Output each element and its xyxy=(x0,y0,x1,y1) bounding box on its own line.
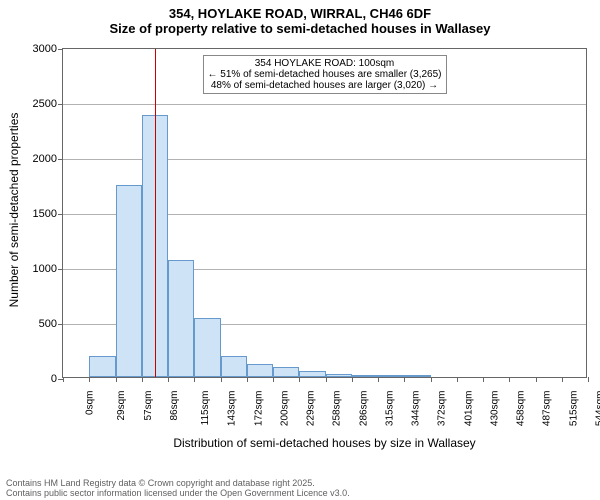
xtick-mark xyxy=(142,377,143,382)
histogram-bar xyxy=(194,318,220,377)
xtick-mark xyxy=(273,377,274,382)
xtick-label: 515sqm xyxy=(568,383,579,427)
histogram-bar xyxy=(168,260,194,377)
histogram-bar xyxy=(116,185,142,378)
ytick-label: 0 xyxy=(51,373,63,385)
annotation-line1: 354 HOYLAKE ROAD: 100sqm xyxy=(207,58,441,69)
xtick-mark xyxy=(194,377,195,382)
xtick-label: 258sqm xyxy=(332,383,343,427)
x-axis-label: Distribution of semi-detached houses by … xyxy=(62,436,587,450)
histogram-bar xyxy=(352,375,378,377)
xtick-label: 86sqm xyxy=(169,383,180,421)
histogram-bar xyxy=(273,367,299,377)
xtick-label: 286sqm xyxy=(358,383,369,427)
xtick-mark xyxy=(63,377,64,382)
xtick-mark xyxy=(116,377,117,382)
histogram-bar xyxy=(326,374,352,377)
xtick-label: 372sqm xyxy=(437,383,448,427)
histogram-bar xyxy=(404,375,430,377)
chart-title-main: 354, HOYLAKE ROAD, WIRRAL, CH46 6DF xyxy=(0,0,600,21)
xtick-mark xyxy=(168,377,169,382)
xtick-label: 430sqm xyxy=(489,383,500,427)
ytick-label: 500 xyxy=(39,318,63,330)
marker-line xyxy=(155,49,156,377)
xtick-mark xyxy=(326,377,327,382)
xtick-mark xyxy=(221,377,222,382)
footer-attribution: Contains HM Land Registry data © Crown c… xyxy=(6,478,350,498)
ytick-label: 1500 xyxy=(33,208,63,220)
annotation-line3: 48% of semi-detached houses are larger (… xyxy=(207,80,441,91)
xtick-label: 401sqm xyxy=(463,383,474,427)
ytick-label: 2500 xyxy=(33,98,63,110)
xtick-label: 200sqm xyxy=(279,383,290,427)
xtick-mark xyxy=(536,377,537,382)
xtick-mark xyxy=(352,377,353,382)
xtick-mark xyxy=(404,377,405,382)
xtick-label: 544sqm xyxy=(594,383,600,427)
annotation-line2: ← 51% of semi-detached houses are smalle… xyxy=(207,69,441,80)
histogram-bar xyxy=(247,364,273,377)
xtick-label: 57sqm xyxy=(143,383,154,421)
xtick-mark xyxy=(247,377,248,382)
histogram-bar xyxy=(378,375,404,377)
xtick-label: 458sqm xyxy=(516,383,527,427)
xtick-label: 0sqm xyxy=(84,383,95,415)
xtick-label: 315sqm xyxy=(384,383,395,427)
xtick-label: 115sqm xyxy=(200,383,211,426)
y-axis-label: Number of semi-detached properties xyxy=(7,90,21,330)
xtick-mark xyxy=(378,377,379,382)
ytick-label: 1000 xyxy=(33,263,63,275)
footer-line2: Contains public sector information licen… xyxy=(6,488,350,498)
ytick-label: 3000 xyxy=(33,43,63,55)
annotation-box: 354 HOYLAKE ROAD: 100sqm ← 51% of semi-d… xyxy=(202,55,446,94)
xtick-mark xyxy=(562,377,563,382)
ytick-label: 2000 xyxy=(33,153,63,165)
xtick-mark xyxy=(509,377,510,382)
xtick-mark xyxy=(588,377,589,382)
xtick-label: 487sqm xyxy=(542,383,553,427)
chart-container: 354, HOYLAKE ROAD, WIRRAL, CH46 6DF Size… xyxy=(0,0,600,500)
chart-title-sub: Size of property relative to semi-detach… xyxy=(0,21,600,36)
xtick-label: 344sqm xyxy=(411,383,422,427)
xtick-label: 29sqm xyxy=(116,383,127,421)
histogram-bar xyxy=(299,371,325,377)
plot-area: 0500100015002000250030000sqm29sqm57sqm86… xyxy=(62,48,587,378)
xtick-mark xyxy=(299,377,300,382)
footer-line1: Contains HM Land Registry data © Crown c… xyxy=(6,478,350,488)
xtick-mark xyxy=(457,377,458,382)
xtick-mark xyxy=(483,377,484,382)
xtick-mark xyxy=(89,377,90,382)
xtick-label: 229sqm xyxy=(306,383,317,427)
histogram-bar xyxy=(89,356,115,377)
xtick-label: 172sqm xyxy=(253,383,264,427)
histogram-bar xyxy=(221,356,247,377)
xtick-label: 143sqm xyxy=(227,383,238,427)
gridline xyxy=(63,104,586,105)
xtick-mark xyxy=(431,377,432,382)
